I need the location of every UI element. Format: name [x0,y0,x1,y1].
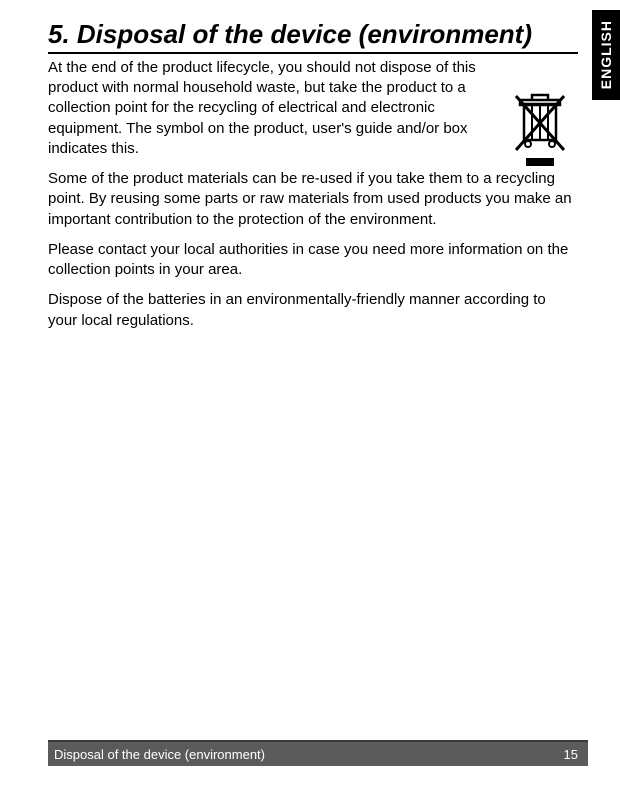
paragraph-1: At the end of the product lifecycle, you… [48,58,578,159]
page-footer: Disposal of the device (environment) 15 [48,740,588,766]
footer-section-title: Disposal of the device (environment) [54,747,265,762]
language-tab: ENGLISH [592,10,620,100]
language-label: ENGLISH [598,20,614,89]
section-title: 5. Disposal of the device (environment) [48,20,578,54]
paragraph-2: Some of the product materials can be re-… [48,169,578,230]
paragraph-4: Dispose of the batteries in an environme… [48,290,578,331]
body-text: At the end of the product lifecycle, you… [48,58,578,331]
paragraph-3: Please contact your local authorities in… [48,240,578,281]
page-content: 5. Disposal of the device (environment) … [48,20,578,341]
footer-page-number: 15 [564,747,578,762]
